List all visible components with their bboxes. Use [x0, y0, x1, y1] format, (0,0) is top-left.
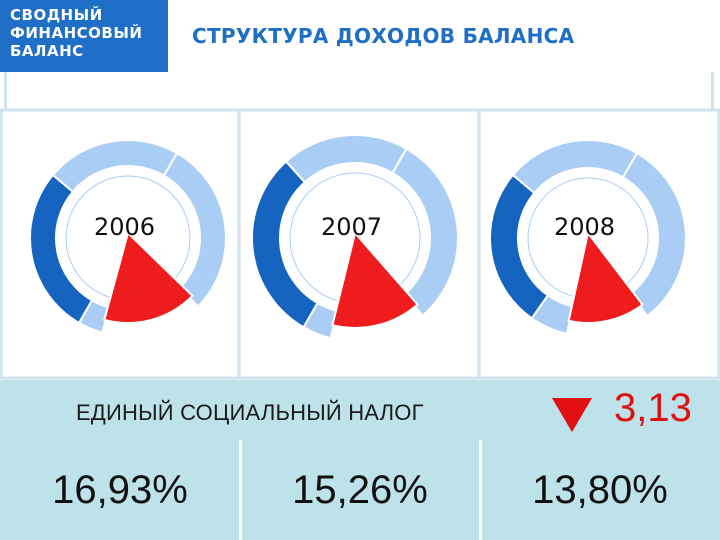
year-label-2007: 2007 [321, 213, 383, 241]
ring-segment-light [162, 151, 227, 308]
year-label-2008: 2008 [554, 213, 616, 241]
charts-svg [0, 108, 720, 380]
divider [479, 440, 482, 540]
esn-wedge [567, 230, 644, 324]
chart-frame [0, 108, 720, 380]
esn-band: ЕДИНЫЙ СОЦИАЛЬНЫЙ НАЛОГ 3,13 [0, 380, 720, 440]
percent-2008: 13,80% [532, 467, 668, 512]
year-label-2006: 2006 [94, 213, 156, 241]
ring-segment-light [621, 151, 687, 318]
down-triangle-icon [552, 398, 592, 432]
change-value: 3,13 [614, 386, 692, 430]
percent-row: 16,93% 15,26% 13,80% [0, 440, 720, 540]
top-frame [4, 72, 714, 108]
charts-area: 2006 2007 2008 [0, 108, 720, 380]
page-title: СТРУКТУРА ДОХОДОВ БАЛАНСА [192, 24, 575, 48]
esn-wedge [103, 231, 194, 324]
esn-wedge [331, 230, 419, 329]
ring-segment-light [284, 134, 408, 184]
ring-segment-light [391, 147, 459, 317]
percent-2006: 16,93% [52, 467, 188, 512]
logo-text: СВОДНЫЙ ФИНАНСОВЫЙ БАЛАНС [10, 6, 143, 60]
logo-box: СВОДНЫЙ ФИНАНСОВЫЙ БАЛАНС [0, 0, 168, 72]
divider [239, 440, 242, 540]
esn-label: ЕДИНЫЙ СОЦИАЛЬНЫЙ НАЛОГ [76, 400, 424, 425]
percent-2007: 15,26% [292, 467, 428, 512]
